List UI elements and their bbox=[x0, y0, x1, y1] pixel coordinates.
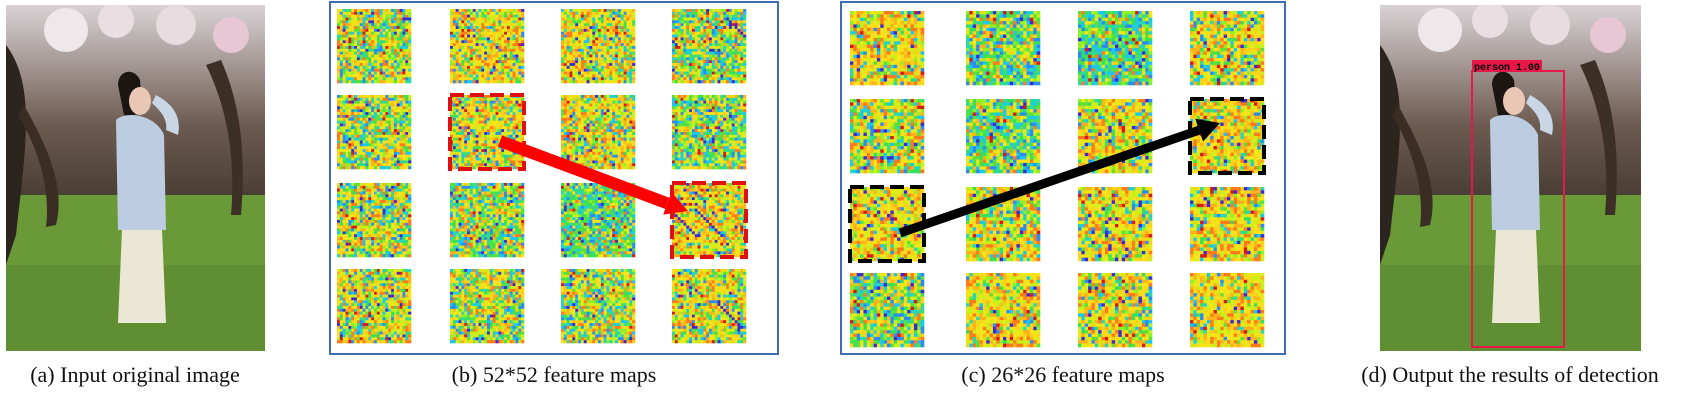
feature-map-52-r4-c4 bbox=[672, 269, 747, 344]
highlight-26-target bbox=[1188, 97, 1266, 175]
caption-c: (c) 26*26 feature maps bbox=[961, 362, 1165, 387]
feature-map-26-r4-c2 bbox=[966, 273, 1041, 348]
feature-map-26-r4-c3 bbox=[1078, 273, 1153, 348]
detection-photo: person 1.00 bbox=[1380, 5, 1641, 351]
feature-map-52-r2-c2 bbox=[450, 95, 525, 170]
detection-label-bg bbox=[1472, 60, 1542, 72]
caption-b: (b) 52*52 feature maps bbox=[451, 362, 657, 387]
feature-map-52-r2-c4 bbox=[672, 95, 747, 170]
arrow-52 bbox=[497, 135, 688, 215]
feature-map-26-r2-c2 bbox=[966, 99, 1041, 174]
feature-map-52-r3-c2 bbox=[450, 183, 525, 258]
arrow-26 bbox=[898, 118, 1220, 238]
input-photo bbox=[6, 5, 265, 351]
feature-map-26-r1-c2 bbox=[966, 11, 1041, 86]
feature-map-26-r4-c4 bbox=[1190, 273, 1265, 348]
feature-map-26-r3-c3 bbox=[1078, 187, 1153, 262]
feature-map-52-r4-c3 bbox=[561, 269, 636, 344]
feature-maps-26-grid bbox=[848, 11, 1266, 348]
feature-map-52-r1-c2 bbox=[450, 9, 525, 84]
feature-map-26-r1-c4 bbox=[1190, 11, 1265, 86]
input-photo-art bbox=[6, 5, 265, 351]
caption-d: (d) Output the results of detection bbox=[1361, 362, 1659, 387]
feature-map-52-r3-c1 bbox=[337, 183, 412, 258]
highlight-52-target bbox=[670, 181, 748, 259]
feature-map-52-r2-c1 bbox=[337, 95, 412, 170]
feature-map-52-r1-c1 bbox=[337, 9, 412, 84]
detection-photo-art: person 1.00 bbox=[1380, 5, 1641, 351]
highlight-52-source bbox=[448, 93, 526, 171]
feature-map-52-r4-c1 bbox=[337, 269, 412, 344]
feature-map-52-r3-c4 bbox=[672, 183, 747, 258]
feature-map-52-r2-c3 bbox=[561, 95, 636, 170]
feature-map-52-r1-c4 bbox=[672, 9, 747, 84]
feature-maps-52-grid bbox=[337, 9, 748, 344]
feature-map-52-r1-c3 bbox=[561, 9, 636, 84]
feature-map-26-r4-c1 bbox=[850, 273, 925, 348]
feature-maps-26-frame bbox=[840, 1, 1286, 355]
caption-a: (a) Input original image bbox=[30, 362, 240, 387]
feature-map-26-r3-c4 bbox=[1190, 187, 1265, 262]
feature-map-26-r1-c3 bbox=[1078, 11, 1153, 86]
feature-map-26-r2-c1 bbox=[850, 99, 925, 174]
feature-map-26-r2-c4 bbox=[1190, 99, 1265, 174]
feature-maps-52-frame bbox=[329, 1, 779, 355]
feature-map-26-r1-c1 bbox=[850, 11, 925, 86]
feature-map-52-r3-c3 bbox=[561, 183, 636, 258]
detection-label: person 1.00 bbox=[1474, 63, 1540, 74]
feature-map-52-r4-c2 bbox=[450, 269, 525, 344]
